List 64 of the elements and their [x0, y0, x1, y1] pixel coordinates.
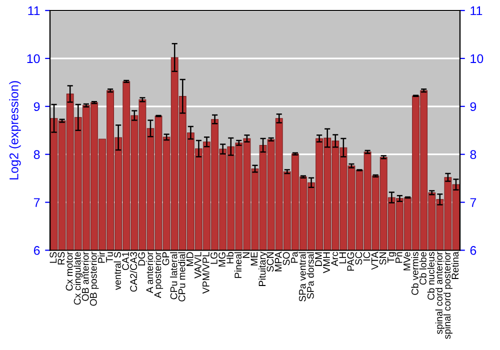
x-tick-label: VTA — [371, 252, 378, 270]
x-tick-label: MPA — [274, 252, 282, 272]
x-tick-label: Cb lobe — [419, 252, 426, 285]
x-tick-label: ME — [250, 252, 258, 266]
x-tick-label: SO — [282, 252, 290, 266]
x-tick-label: Pineal — [234, 252, 242, 278]
y2-tick-label: 9 — [470, 102, 476, 112]
x-tick-label: MVe — [404, 252, 410, 270]
x-tick-label: DG — [138, 252, 146, 266]
x-tick-label: Arc — [331, 252, 338, 266]
y-tick-label: 11 — [28, 6, 40, 16]
x-tick-label: Tg — [387, 252, 396, 263]
x-tick-label: Cx motor — [66, 252, 73, 291]
x-tick-label: SPa dorsal — [306, 252, 314, 299]
y-tick-label: 9 — [34, 102, 40, 112]
x-tick-label: Tu — [106, 252, 113, 262]
x-tick-label: Retina — [451, 252, 459, 279]
x-tick-label: spinal cord posterior — [443, 252, 452, 339]
x-tick-label: PAG — [347, 252, 354, 271]
x-tick-label: SC — [355, 252, 362, 265]
x-tick-label: SCN — [266, 252, 274, 272]
x-tick-label: CPu medial — [178, 252, 186, 302]
x-tick-label: OB posterior — [90, 252, 99, 306]
x-tick-label: CA2/CA3 — [130, 252, 138, 292]
y2-tick-label: 10 — [470, 54, 484, 64]
x-tick-label: A posterior — [154, 252, 164, 298]
y2-tick-label: 7 — [470, 198, 476, 207]
y-tick-label: 8 — [34, 150, 40, 159]
x-tick-label: spinal cord anterior — [435, 252, 444, 334]
x-tick-label: Cb nucleus — [427, 252, 434, 300]
x-tick-label: LH — [339, 252, 346, 264]
x-tick-label: CPu lateral — [170, 252, 178, 300]
x-tick-label: Pituitary — [258, 252, 268, 286]
x-tick-label: MD — [186, 252, 194, 266]
x-tick-label: RS — [58, 252, 65, 264]
x-tick-label: VPM/VPL — [202, 252, 210, 294]
y2-tick-label: 6 — [470, 246, 476, 255]
x-tick-label: MG — [218, 252, 226, 266]
x-tick-label: LS — [50, 252, 57, 263]
y2-tick-label: 11 — [470, 6, 482, 16]
y-axis-title: Log2 (expression) — [9, 81, 21, 180]
x-tick-label: Hb — [226, 252, 234, 264]
x-tick-label: CA1 — [122, 252, 129, 270]
x-tick-label: SN — [379, 252, 386, 265]
x-tick-label: VA/VL — [194, 252, 202, 278]
x-tick-label: Pa — [291, 252, 298, 263]
y-tick-label: 10 — [27, 54, 40, 64]
x-tick-label: Pir — [98, 252, 105, 263]
x-tick-label: LG — [210, 252, 218, 264]
x-tick-label: Cx cingulate — [74, 252, 83, 305]
x-tick-label: IC — [363, 252, 370, 260]
x-tick-label: VMH — [323, 252, 330, 274]
y2-tick-label: 8 — [470, 150, 476, 159]
x-tick-label: A anterior — [146, 252, 154, 294]
x-tick-label: Pn — [396, 252, 402, 263]
y-tick-label: 6 — [34, 246, 40, 255]
x-tick-label: DM — [315, 252, 322, 266]
x-tick-label: OB anterior — [82, 252, 89, 301]
x-tick-label: Cb vermis — [411, 252, 418, 295]
x-tick-label: SPa ventral — [298, 252, 306, 302]
x-tick-label: ventral S — [114, 252, 121, 290]
y-tick-label: 7 — [34, 198, 40, 207]
x-tick-label: N — [242, 252, 250, 258]
x-tick-label: GP — [162, 252, 170, 266]
